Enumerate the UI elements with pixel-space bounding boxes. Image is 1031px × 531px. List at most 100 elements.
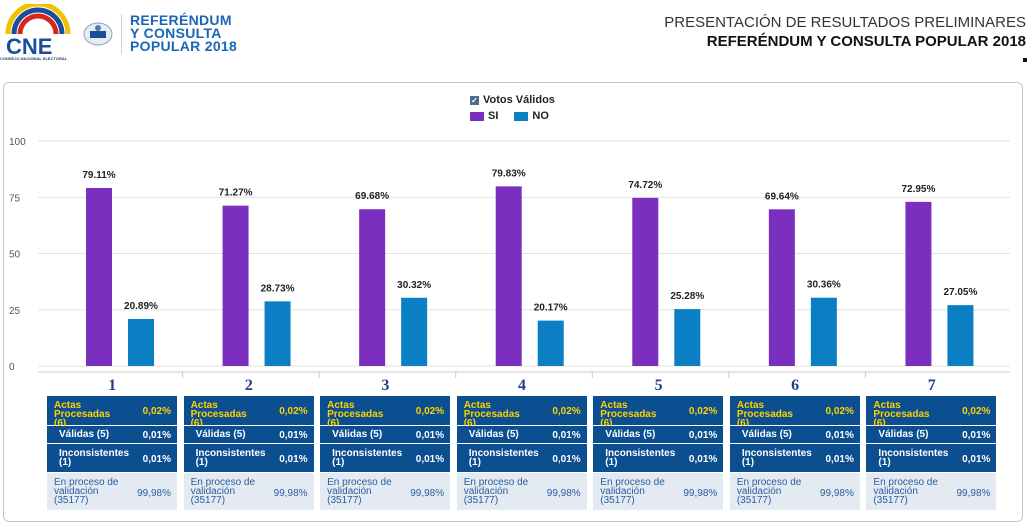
x-tick-label: 1 <box>108 377 116 394</box>
inconsistentes-row: Inconsistentes (1) 0,01% <box>729 444 860 472</box>
inconsistentes-value: 0,01% <box>415 454 445 465</box>
validas-value: 0,01% <box>415 430 445 441</box>
actas-procesadas-row: Actas Procesadas (6) 0,02% <box>47 396 177 429</box>
referendum-logo-line: REFERÉNDUM <box>130 12 232 28</box>
bar-si <box>222 205 249 366</box>
stats-tile: Actas Procesadas (6) 0,02% Válidas (5) 0,01… <box>456 396 587 510</box>
seal-icon <box>83 22 113 46</box>
inconsistentes-value: 0,01% <box>825 454 854 465</box>
title-dot <box>1023 58 1027 62</box>
y-tick-label: 75 <box>9 193 21 204</box>
inconsistentes-value: 0,01% <box>688 454 718 465</box>
y-tick-label: 0 <box>9 362 15 373</box>
actas-procesadas-row: Actas Procesadas (6) 0,02% <box>456 396 587 429</box>
validas-row: Válidas (5) 0,01% <box>320 426 451 443</box>
en-proceso-label: En proceso de validación (35177) <box>54 477 119 506</box>
validas-value: 0,01% <box>688 430 718 441</box>
en-proceso-row: En proceso de validación (35177) 99,98% <box>320 473 451 510</box>
validas-label: Válidas (5) <box>741 429 792 440</box>
en-proceso-value: 99,98% <box>410 488 445 499</box>
bar-data-label: 69.64% <box>765 191 799 202</box>
legend-title-label: Votos Válidos <box>483 94 555 106</box>
actas-procesadas-row: Actas Procesadas (6) 0,02% <box>729 396 860 429</box>
en-proceso-row: En proceso de validación (35177) 99,98% <box>456 473 587 510</box>
x-tick-label: 4 <box>518 377 526 394</box>
inconsistentes-value: 0,01% <box>962 454 991 465</box>
validas-label: Válidas (5) <box>195 429 246 440</box>
actas-procesadas-label: Actas Procesadas (6) <box>873 400 930 429</box>
actas-procesadas-row: Actas Procesadas (6) 0,02% <box>593 396 724 429</box>
actas-procesadas-row: Actas Procesadas (6) 0,02% <box>866 396 997 429</box>
cne-logo-caption: CONSEJO NACIONAL ELECTORAL <box>0 56 68 61</box>
bar-no <box>674 309 701 366</box>
stats-tile: Actas Procesadas (6) 0,02% Válidas (5) 0,01… <box>866 396 997 510</box>
inconsistentes-row: Inconsistentes (1) 0,01% <box>320 444 451 472</box>
actas-procesadas-label: Actas Procesadas (6) <box>327 400 384 429</box>
bar-no <box>401 297 428 366</box>
validas-label: Válidas (5) <box>878 429 929 440</box>
inconsistentes-row: Inconsistentes (1) 0,01% <box>456 444 587 472</box>
actas-procesadas-label: Actas Procesadas (6) <box>463 400 520 429</box>
en-proceso-label: En proceso de validación (35177) <box>736 477 802 506</box>
bar-no <box>810 297 837 366</box>
inconsistentes-label: Inconsistentes (1) <box>59 448 130 468</box>
actas-procesadas-value: 0,02% <box>688 406 718 417</box>
y-tick-label: 100 <box>9 137 26 148</box>
x-tick-label: 5 <box>655 377 663 394</box>
bar-no <box>264 301 291 366</box>
stats-tile: Actas Procesadas (6) 0,02% Válidas (5) 0,01… <box>729 396 860 510</box>
bar-si <box>86 188 112 366</box>
legend: SI NO <box>470 110 565 122</box>
bar-si <box>905 201 932 366</box>
inconsistentes-label: Inconsistentes (1) <box>878 448 949 468</box>
bar-si <box>768 209 795 366</box>
x-tick-label: 2 <box>245 377 253 394</box>
bar-data-label: 79.11% <box>82 170 115 181</box>
inconsistentes-label: Inconsistentes (1) <box>468 448 539 468</box>
inconsistentes-label: Inconsistentes (1) <box>741 448 812 468</box>
validas-value: 0,01% <box>552 430 581 441</box>
actas-procesadas-row: Actas Procesadas (6) 0,02% <box>183 396 314 429</box>
page-title-line2: REFERÉNDUM Y CONSULTA POPULAR 2018 <box>706 33 1026 50</box>
referendum-logo-line: Y CONSULTA <box>130 25 222 41</box>
en-proceso-label: En proceso de validación (35177) <box>463 477 529 506</box>
y-tick-label: 25 <box>9 306 21 317</box>
validas-value: 0,01% <box>825 430 854 441</box>
en-proceso-row: En proceso de validación (35177) 99,98% <box>47 473 177 510</box>
validas-label: Válidas (5) <box>332 429 383 440</box>
inconsistentes-label: Inconsistentes (1) <box>332 448 403 468</box>
stats-tile: Actas Procesadas (6) 0,02% Válidas (5) 0,01… <box>320 396 451 510</box>
en-proceso-row: En proceso de validación (35177) 99,98% <box>729 473 860 510</box>
inconsistentes-row: Inconsistentes (1) 0,01% <box>47 444 177 472</box>
legend-swatch-si <box>470 111 484 121</box>
legend-item-no[interactable]: NO <box>514 110 549 122</box>
bar-no <box>128 318 154 366</box>
en-proceso-label: En proceso de validación (35177) <box>600 477 665 506</box>
inconsistentes-value: 0,01% <box>279 454 308 465</box>
bar-data-label: 25.28% <box>670 291 704 302</box>
bar-data-label: 20.89% <box>124 301 158 312</box>
inconsistentes-label: Inconsistentes (1) <box>605 448 676 468</box>
actas-procesadas-value: 0,02% <box>142 406 171 417</box>
actas-procesadas-label: Actas Procesadas (6) <box>54 400 111 429</box>
cne-logo: CNE <box>5 4 71 59</box>
legend-title[interactable]: ✓ Votos Válidos <box>470 94 555 106</box>
en-proceso-row: En proceso de validación (35177) 99,98% <box>183 473 314 510</box>
actas-procesadas-value: 0,02% <box>552 406 581 417</box>
logo-divider <box>121 14 122 54</box>
en-proceso-value: 99,98% <box>546 488 581 499</box>
bar-no <box>537 320 564 366</box>
bar-si <box>495 186 522 366</box>
en-proceso-value: 99,98% <box>819 488 854 499</box>
bar-data-label: 69.68% <box>355 191 389 202</box>
bar-data-label: 71.27% <box>219 188 253 199</box>
checkbox-icon[interactable]: ✓ <box>470 95 479 105</box>
validas-label: Válidas (5) <box>59 429 110 440</box>
bar-no <box>947 305 974 366</box>
actas-procesadas-label: Actas Procesadas (6) <box>190 400 247 429</box>
validas-label: Válidas (5) <box>605 429 656 440</box>
actas-procesadas-label: Actas Procesadas (6) <box>600 400 657 429</box>
legend-item-si[interactable]: SI <box>470 110 498 122</box>
x-tick-label: 7 <box>928 377 936 394</box>
bar-data-label: 79.83% <box>492 168 526 179</box>
